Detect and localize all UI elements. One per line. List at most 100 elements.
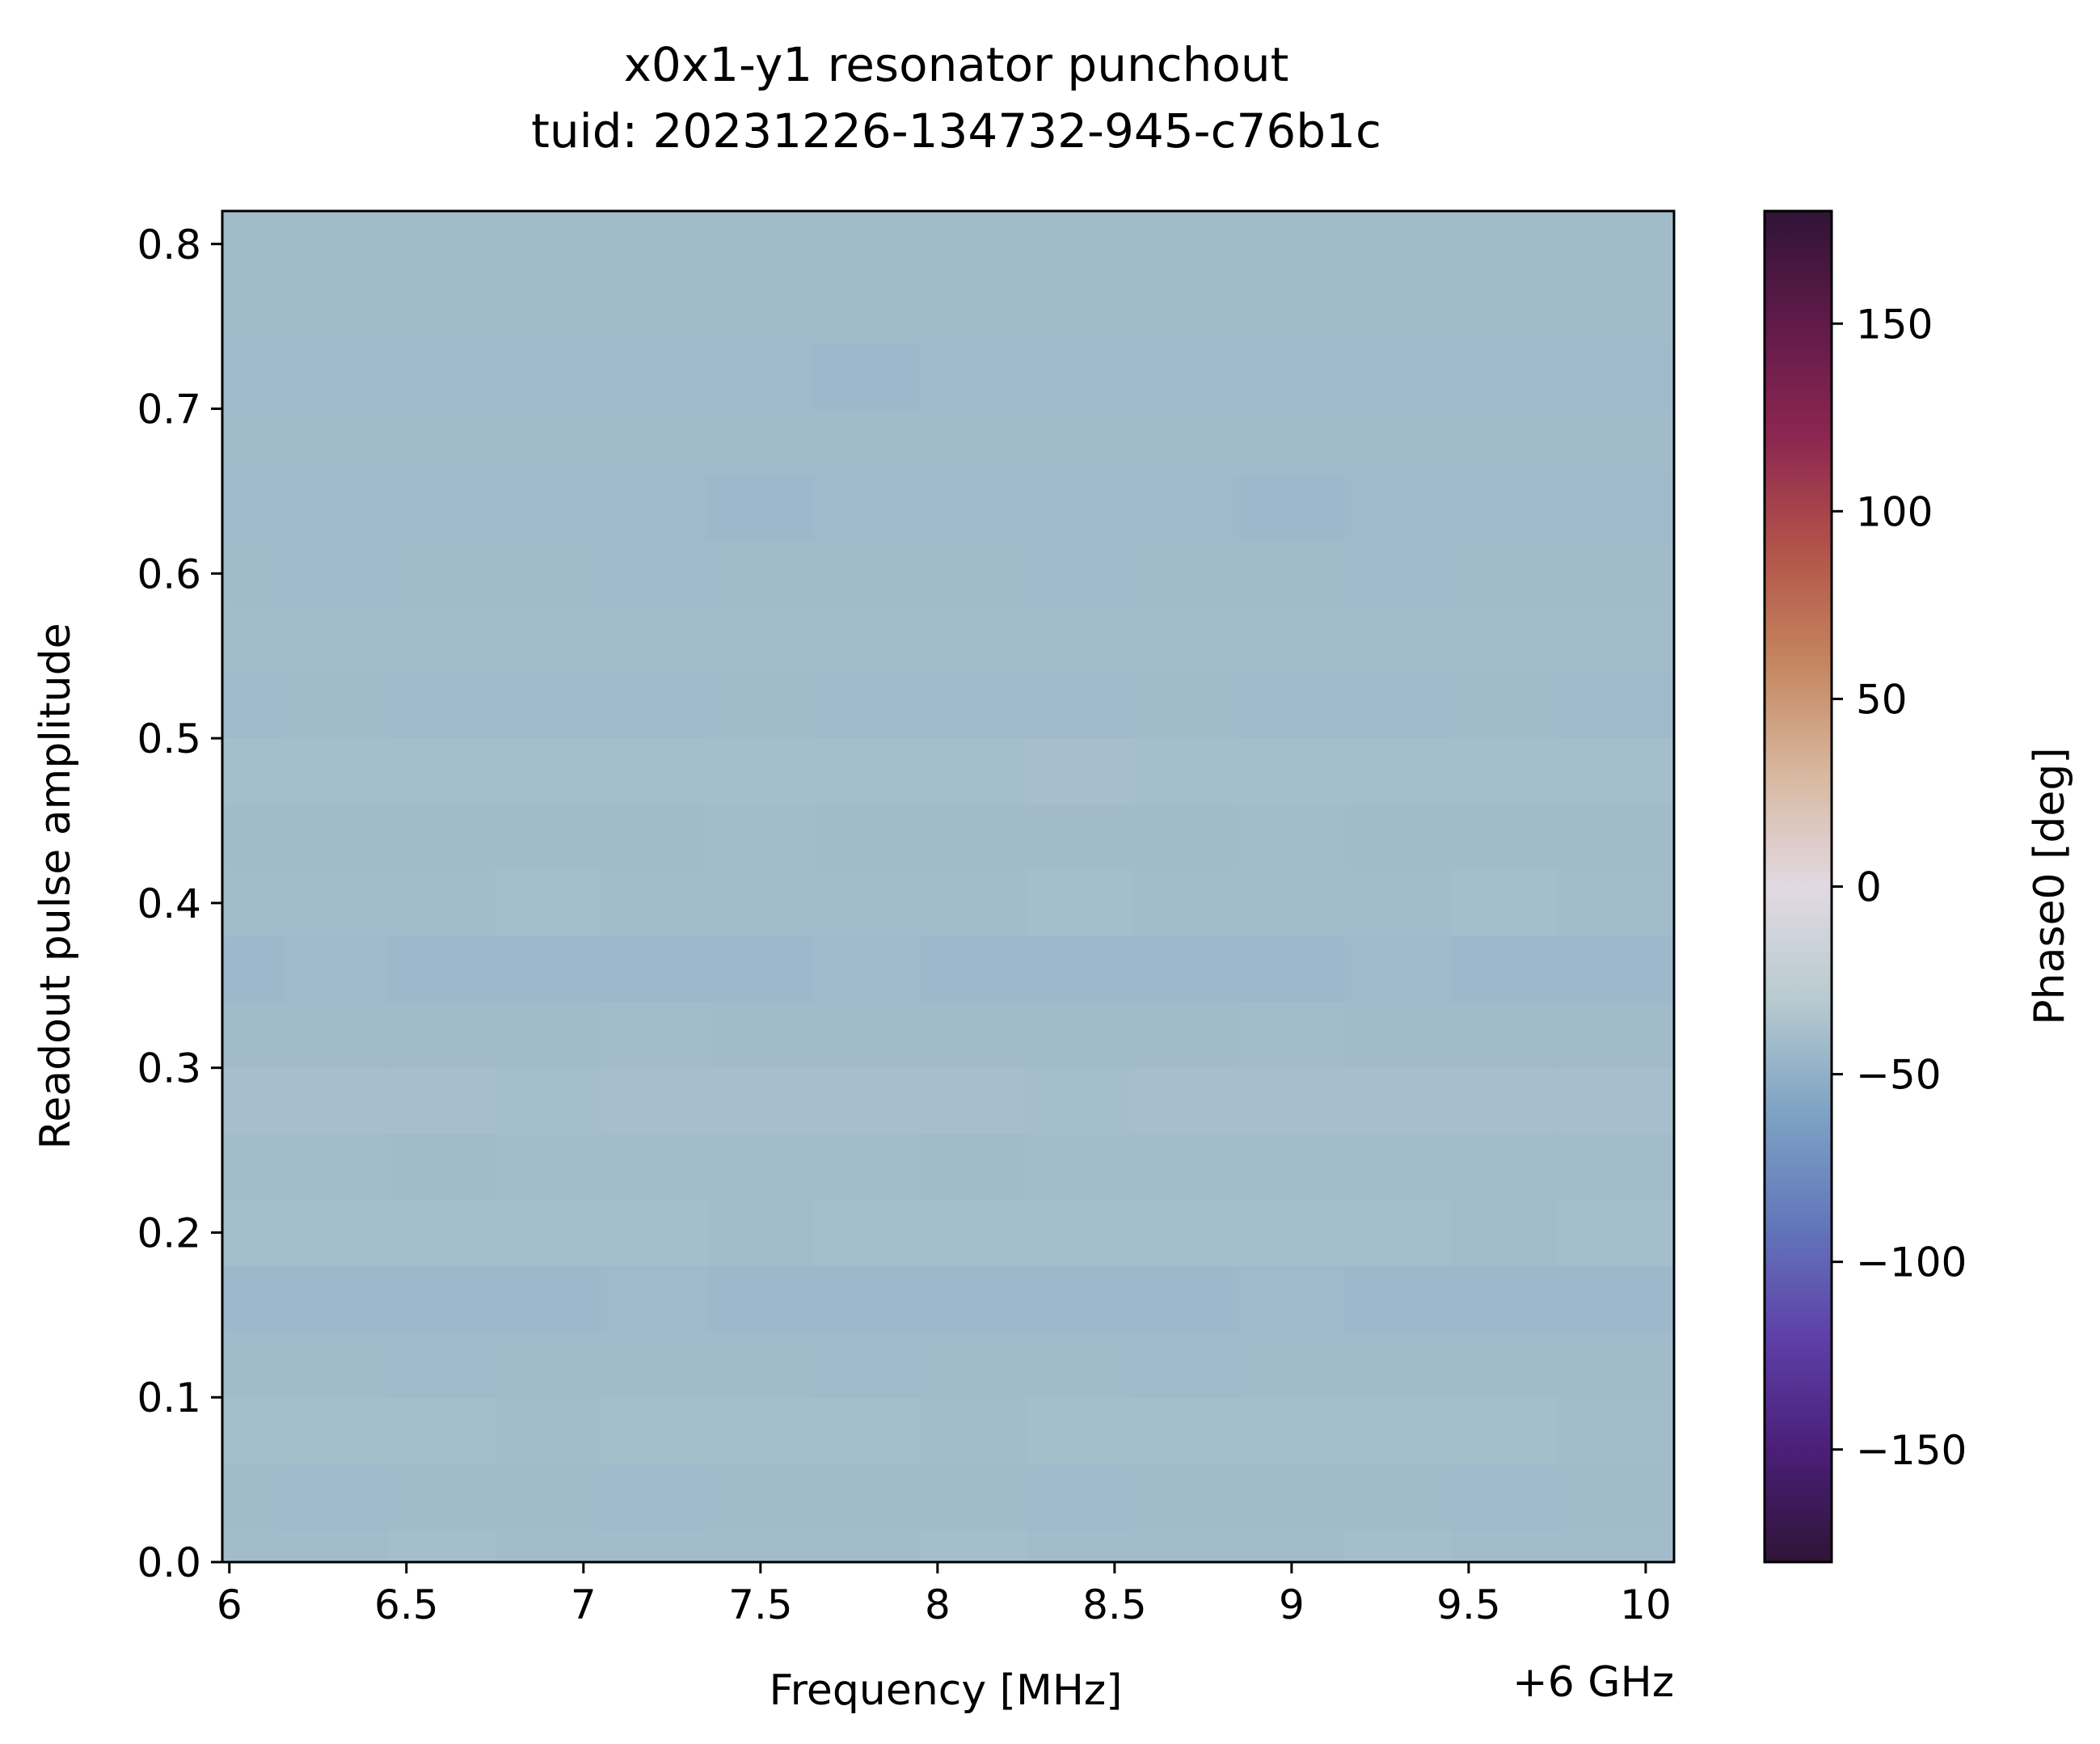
- heatmap-cell: [282, 1265, 390, 1332]
- heatmap-cell: [495, 277, 602, 344]
- heatmap-cell: [222, 211, 284, 278]
- heatmap-cell: [813, 1067, 921, 1134]
- heatmap-cell: [1132, 343, 1239, 410]
- chart-title: x0x1-y1 resonator punchout: [624, 37, 1289, 92]
- heatmap-cell: [1132, 1199, 1239, 1266]
- heatmap-cell: [1451, 211, 1558, 278]
- heatmap-cell: [1132, 1134, 1239, 1201]
- heatmap-cell: [813, 870, 921, 937]
- heatmap-cell: [1238, 1067, 1346, 1134]
- heatmap-cell: [1132, 475, 1239, 542]
- x-axis-ticks: 6 6.5 7 7.5 8 8.5 9 9.5 10: [217, 1562, 1672, 1628]
- heatmap-cell: [920, 343, 1027, 410]
- heatmap-cell: [388, 343, 495, 410]
- heatmap-cell: [920, 1331, 1027, 1398]
- heatmap-cell: [1344, 475, 1452, 542]
- heatmap-cell: [1238, 870, 1346, 937]
- heatmap-cell: [1026, 475, 1133, 542]
- heatmap-cell: [1451, 1331, 1558, 1398]
- heatmap-cell: [222, 1463, 284, 1530]
- heatmap-cell: [1026, 1397, 1133, 1464]
- heatmap-cell: [920, 1199, 1027, 1266]
- heatmap-cell: [1344, 343, 1452, 410]
- heatmap-cell: [813, 738, 921, 805]
- heatmap-cell: [601, 408, 708, 475]
- heatmap-cell: [1238, 1331, 1346, 1398]
- heatmap-cell: [1238, 211, 1346, 278]
- heatmap-cell: [388, 1199, 495, 1266]
- heatmap-cell: [1557, 935, 1675, 1003]
- heatmap-cell: [1238, 672, 1346, 739]
- heatmap-cell: [813, 1002, 921, 1069]
- heatmap-cell: [1026, 935, 1133, 1003]
- heatmap-cell: [282, 672, 390, 739]
- heatmap-cell: [1132, 804, 1239, 871]
- heatmap-cell: [282, 1529, 390, 1563]
- heatmap-cell: [1238, 475, 1346, 542]
- heatmap-cell: [601, 672, 708, 739]
- heatmap-cell: [1451, 277, 1558, 344]
- heatmap-cell: [1557, 870, 1675, 937]
- x-tick-label: 6.5: [374, 1581, 439, 1628]
- heatmap-cell: [388, 1265, 495, 1332]
- y-tick-label: 0.4: [137, 880, 201, 927]
- heatmap-cell: [601, 804, 708, 871]
- heatmap-cell: [1026, 1529, 1133, 1563]
- heatmap-cells: [222, 211, 1675, 1563]
- x-tick-label: 10: [1620, 1581, 1672, 1628]
- heatmap-cell: [388, 1134, 495, 1201]
- x-axis-offset-label: +6 GHz: [1512, 1658, 1674, 1707]
- heatmap-cell: [1026, 211, 1133, 278]
- heatmap-cell: [495, 1397, 602, 1464]
- heatmap-cell: [813, 935, 921, 1003]
- heatmap-cell: [1026, 540, 1133, 607]
- colorbar-tick-label: 150: [1856, 301, 1933, 348]
- heatmap-cell: [601, 1067, 708, 1134]
- heatmap-cell: [495, 1529, 602, 1563]
- heatmap-cell: [388, 408, 495, 475]
- heatmap-cell: [222, 1199, 284, 1266]
- heatmap-cell: [388, 277, 495, 344]
- heatmap-cell: [601, 540, 708, 607]
- heatmap-cell: [1451, 475, 1558, 542]
- heatmap-cell: [1026, 738, 1133, 805]
- heatmap-cell: [1132, 672, 1239, 739]
- heatmap-cell: [1451, 1199, 1558, 1266]
- heatmap-cell: [813, 540, 921, 607]
- heatmap-cell: [707, 1134, 815, 1201]
- heatmap-cell: [1238, 1265, 1346, 1332]
- heatmap-cell: [1238, 1199, 1346, 1266]
- heatmap-cell: [813, 1199, 921, 1266]
- heatmap-cell: [222, 475, 284, 542]
- heatmap-cell: [222, 804, 284, 871]
- y-tick-label: 0.8: [137, 222, 201, 268]
- heatmap-cell: [920, 870, 1027, 937]
- heatmap-cell: [282, 343, 390, 410]
- y-tick-label: 0.3: [137, 1045, 201, 1092]
- heatmap-cell: [388, 1397, 495, 1464]
- heatmap-cell: [1026, 277, 1133, 344]
- heatmap-cell: [222, 672, 284, 739]
- colorbar-tick-label: 50: [1856, 676, 1908, 723]
- heatmap-cell: [707, 672, 815, 739]
- heatmap-cell: [1344, 804, 1452, 871]
- heatmap-cell: [282, 1199, 390, 1266]
- heatmap-cell: [495, 408, 602, 475]
- heatmap-cell: [388, 738, 495, 805]
- heatmap-cell: [601, 1331, 708, 1398]
- heatmap-cell: [707, 1463, 815, 1530]
- heatmap-cell: [707, 343, 815, 410]
- heatmap-cell: [222, 1067, 284, 1134]
- heatmap-cell: [1132, 870, 1239, 937]
- heatmap-cell: [920, 672, 1027, 739]
- heatmap-cell: [813, 1463, 921, 1530]
- heatmap-cell: [920, 804, 1027, 871]
- heatmap-cell: [601, 935, 708, 1003]
- heatmap-cell: [495, 870, 602, 937]
- heatmap-cell: [707, 606, 815, 674]
- heatmap-cell: [1451, 1067, 1558, 1134]
- heatmap-cell: [1238, 343, 1346, 410]
- heatmap-cell: [920, 475, 1027, 542]
- heatmap-cell: [601, 277, 708, 344]
